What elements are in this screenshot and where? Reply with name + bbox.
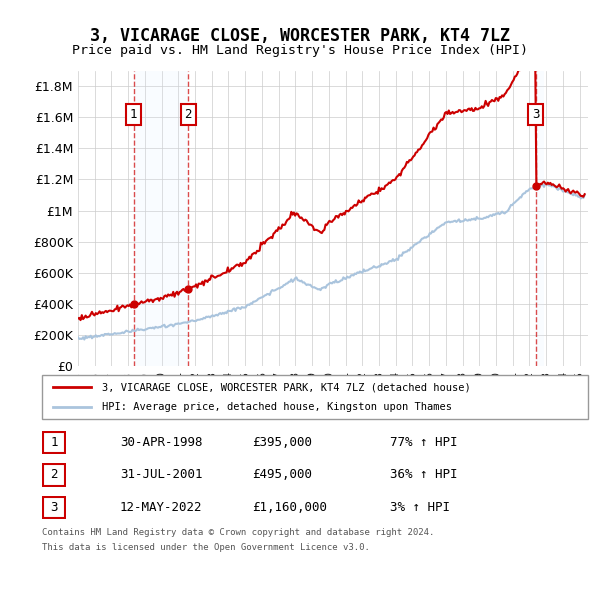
- Text: 3, VICARAGE CLOSE, WORCESTER PARK, KT4 7LZ: 3, VICARAGE CLOSE, WORCESTER PARK, KT4 7…: [90, 27, 510, 45]
- FancyBboxPatch shape: [43, 432, 65, 453]
- Bar: [134, 71, 188, 366]
- Text: 36% ↑ HPI: 36% ↑ HPI: [390, 468, 458, 481]
- Text: HPI: Average price, detached house, Kingston upon Thames: HPI: Average price, detached house, King…: [102, 402, 452, 411]
- Text: 3% ↑ HPI: 3% ↑ HPI: [390, 501, 450, 514]
- Text: 2: 2: [50, 468, 58, 481]
- Text: £495,000: £495,000: [252, 468, 312, 481]
- FancyBboxPatch shape: [43, 464, 65, 486]
- Text: 2: 2: [184, 108, 192, 121]
- Text: 3, VICARAGE CLOSE, WORCESTER PARK, KT4 7LZ (detached house): 3, VICARAGE CLOSE, WORCESTER PARK, KT4 7…: [102, 382, 471, 392]
- FancyBboxPatch shape: [42, 375, 588, 419]
- FancyBboxPatch shape: [43, 497, 65, 518]
- Text: 1: 1: [50, 436, 58, 449]
- Bar: [536, 71, 544, 366]
- Text: 12-MAY-2022: 12-MAY-2022: [120, 501, 203, 514]
- Text: This data is licensed under the Open Government Licence v3.0.: This data is licensed under the Open Gov…: [42, 543, 370, 552]
- Text: £395,000: £395,000: [252, 436, 312, 449]
- Text: 31-JUL-2001: 31-JUL-2001: [120, 468, 203, 481]
- Text: Contains HM Land Registry data © Crown copyright and database right 2024.: Contains HM Land Registry data © Crown c…: [42, 528, 434, 537]
- Text: Price paid vs. HM Land Registry's House Price Index (HPI): Price paid vs. HM Land Registry's House …: [72, 44, 528, 57]
- Text: £1,160,000: £1,160,000: [252, 501, 327, 514]
- Text: 3: 3: [50, 501, 58, 514]
- Text: 77% ↑ HPI: 77% ↑ HPI: [390, 436, 458, 449]
- Text: 30-APR-1998: 30-APR-1998: [120, 436, 203, 449]
- Text: 3: 3: [532, 108, 539, 121]
- Text: 1: 1: [130, 108, 137, 121]
